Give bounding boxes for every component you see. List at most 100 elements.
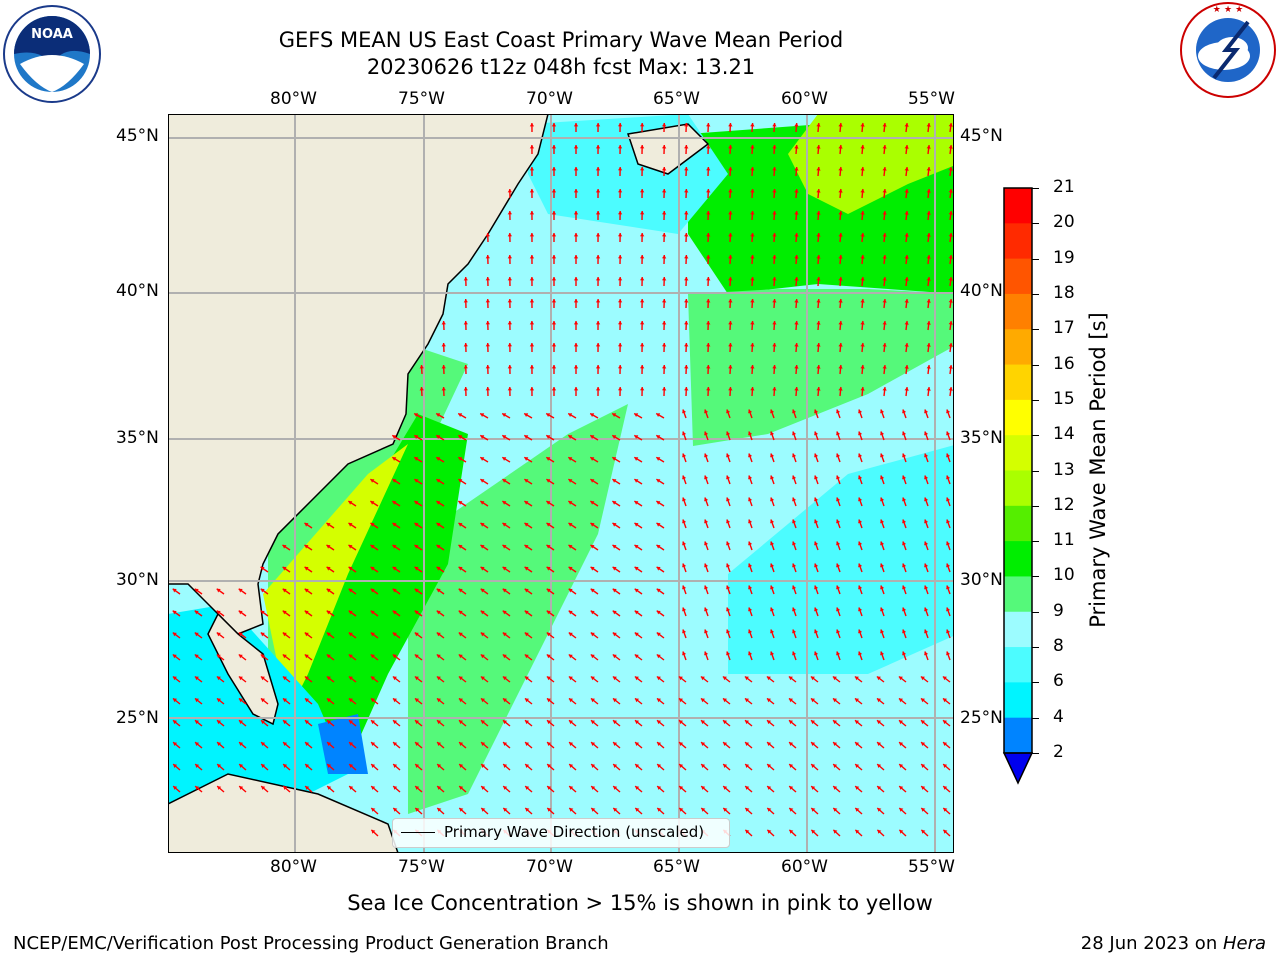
wave-direction-arrowhead xyxy=(260,588,265,593)
wave-direction-arrowhead xyxy=(546,676,551,681)
wave-direction-arrowhead xyxy=(392,676,397,681)
wave-direction-arrowhead xyxy=(573,167,579,171)
wave-direction-arrowhead xyxy=(726,585,731,590)
wave-direction-arrowhead xyxy=(618,277,623,281)
wave-direction-arrowhead xyxy=(216,654,221,659)
wave-direction-arrowhead xyxy=(946,585,951,590)
wave-direction-arrowhead xyxy=(816,233,821,237)
wave-direction-arrowhead xyxy=(436,610,441,615)
wave-direction-arrowhead xyxy=(679,698,683,703)
wave-direction-arrowhead xyxy=(748,519,753,524)
wave-direction-arrowhead xyxy=(750,145,755,149)
gridlines xyxy=(168,114,954,853)
wave-direction-arrowhead xyxy=(860,211,865,215)
wave-direction-arrowhead xyxy=(836,519,841,524)
wave-direction-arrowhead xyxy=(415,786,420,790)
wave-direction-arrowhead xyxy=(882,145,887,149)
wave-direction-arrowhead xyxy=(948,321,953,325)
colorbar-tick-mark xyxy=(1032,188,1039,189)
wave-direction-arrowhead xyxy=(573,387,579,391)
wave-direction-arrowhead xyxy=(634,676,639,681)
wave-direction-arrowhead xyxy=(573,189,579,193)
colorbar-tick-mark xyxy=(1032,753,1039,754)
lon-label-top: 60°W xyxy=(781,89,828,109)
wave-direction-arrowhead xyxy=(480,654,485,659)
wave-direction-arrowhead xyxy=(370,588,375,593)
wave-direction-arrowhead xyxy=(217,764,222,768)
wave-direction-arrowhead xyxy=(458,610,463,615)
sea-ice-note: Sea Ice Concentration > 15% is shown in … xyxy=(0,891,1280,915)
wave-direction-arrowhead xyxy=(810,676,815,681)
wave-direction-arrowhead xyxy=(662,277,667,281)
wave-direction-arrowhead xyxy=(728,365,733,369)
wave-direction-arrowhead xyxy=(858,585,863,590)
wave-direction-arrowhead xyxy=(590,632,595,637)
wave-direction-arrowhead xyxy=(640,321,645,325)
wave-direction-arrowhead xyxy=(239,698,243,703)
wave-direction-arrowhead xyxy=(172,610,177,615)
wave-direction-arrowhead xyxy=(723,742,728,746)
wave-direction-arrowhead xyxy=(836,607,841,612)
wave-direction-arrowhead xyxy=(463,277,468,281)
wave-direction-arrowhead xyxy=(613,720,617,725)
wave-direction-arrowhead xyxy=(770,409,775,414)
wave-direction-arrowhead xyxy=(924,409,929,414)
wave-direction-arrowhead xyxy=(392,610,397,615)
wave-direction-arrowhead xyxy=(546,566,551,571)
wave-direction-arrowhead xyxy=(877,764,882,768)
lat-label-left: 25°N xyxy=(116,708,159,728)
period-region-8-east xyxy=(728,444,958,674)
wave-direction-arrowhead xyxy=(899,742,904,746)
wave-direction-arrowhead xyxy=(612,610,617,615)
wave-direction-arrowhead xyxy=(640,189,645,193)
wave-direction-arrowhead xyxy=(524,676,529,681)
wave-direction-arrowhead xyxy=(728,211,733,215)
wave-direction-arrowhead xyxy=(595,387,601,391)
wave-direction-arrowhead xyxy=(393,698,397,703)
wave-direction-arrowhead xyxy=(745,829,750,834)
wave-direction-arrowhead xyxy=(924,453,929,458)
wave-direction-arrowhead xyxy=(304,632,309,637)
wave-direction-arrowhead xyxy=(792,497,797,502)
colorbar-tick-mark xyxy=(1032,258,1039,260)
wave-direction-arrowhead xyxy=(437,764,442,768)
wave-direction-arrowhead xyxy=(728,277,733,281)
wave-direction-arrowhead xyxy=(704,651,709,656)
wave-direction-arrowhead xyxy=(634,632,639,637)
wave-direction-arrowhead xyxy=(924,585,929,590)
wave-direction-arrowhead xyxy=(503,720,507,725)
wave-direction-arrowhead xyxy=(706,123,711,127)
wave-direction-arrowhead xyxy=(569,742,574,746)
wave-direction-arrowhead xyxy=(480,457,485,461)
wave-direction-arrowhead xyxy=(926,255,931,259)
wave-direction-arrowhead xyxy=(836,431,841,436)
wave-direction-arrowhead xyxy=(618,343,623,347)
wave-direction-arrowhead xyxy=(613,764,618,768)
colorbar-segment xyxy=(1004,505,1032,542)
wave-direction-arrowhead xyxy=(682,453,687,458)
wave-direction-arrowhead xyxy=(392,566,397,571)
wave-direction-arrowhead xyxy=(723,808,728,812)
wave-direction-arrowhead xyxy=(437,698,441,703)
wave-direction-arrowhead xyxy=(195,786,200,790)
wave-direction-arrowhead xyxy=(480,413,485,417)
wave-direction-arrowhead xyxy=(282,588,287,593)
wave-direction-arrowhead xyxy=(794,343,799,347)
wave-direction-arrowhead xyxy=(459,742,464,746)
wave-direction-arrowhead xyxy=(948,365,953,369)
chart-subtitle: 20230626 t12z 048h fcst Max: 13.21 xyxy=(366,55,756,79)
wave-direction-arrowhead xyxy=(943,698,947,703)
wave-direction-arrowhead xyxy=(503,698,507,703)
wave-direction-arrowhead xyxy=(794,255,799,259)
wave-direction-arrowhead xyxy=(838,123,843,127)
wave-direction-arrowhead xyxy=(370,676,375,681)
wave-direction-arrowhead xyxy=(634,435,639,439)
wave-direction-arrowhead xyxy=(750,211,755,215)
wave-direction-arrowhead xyxy=(921,829,926,834)
wave-direction-arrowhead xyxy=(568,566,573,571)
wave-direction-arrowhead xyxy=(860,189,865,193)
wave-direction-arrowhead xyxy=(899,808,904,812)
wave-direction-arrowhead xyxy=(657,808,662,812)
wave-direction-arrowhead xyxy=(573,365,579,369)
wave-direction-arrowhead xyxy=(728,299,733,303)
